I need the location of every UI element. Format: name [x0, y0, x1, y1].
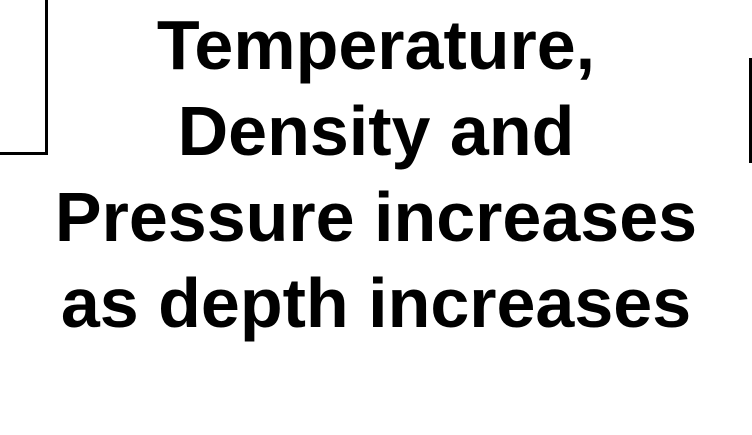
left-box-border-fragment: [0, 0, 48, 155]
caption-line-2: Density and: [177, 92, 575, 170]
diagram-caption: Temperature, Density and Pressure increa…: [0, 2, 752, 346]
caption-line-1: Temperature,: [156, 6, 596, 84]
right-box-border-fragment: [749, 58, 752, 163]
caption-line-3: Pressure increases: [54, 178, 698, 256]
caption-line-4: as depth increases: [60, 264, 692, 342]
